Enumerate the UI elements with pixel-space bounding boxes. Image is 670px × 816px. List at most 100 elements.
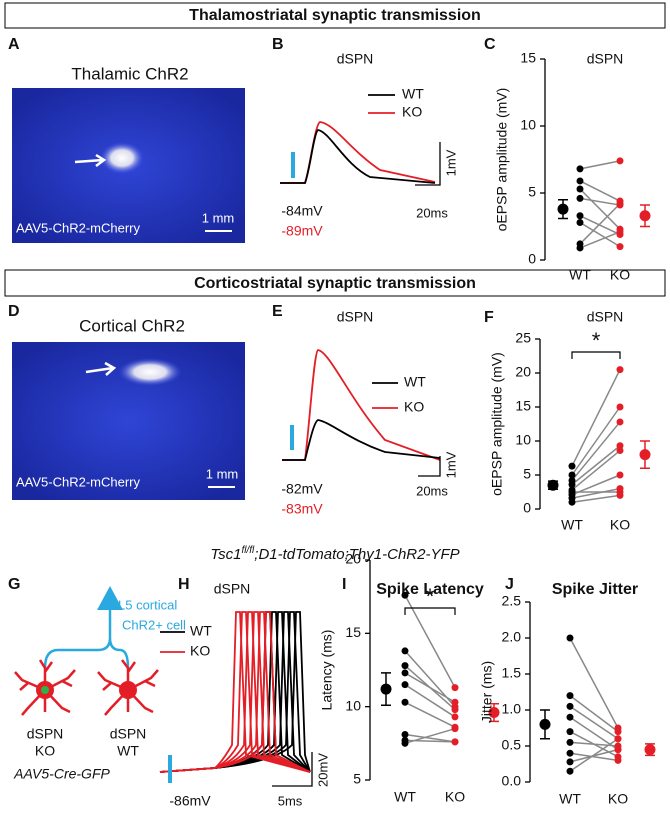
x-tick-label: KO	[608, 791, 628, 807]
mean-point	[380, 683, 392, 695]
scale-bar	[418, 456, 441, 477]
legend-label: KO	[404, 399, 424, 415]
data-point	[568, 498, 576, 506]
baseline-label: -84mV	[281, 203, 323, 219]
header-box	[4, 269, 666, 297]
significance-bracket	[571, 351, 621, 359]
scale-bar	[272, 752, 313, 787]
arrow	[74, 153, 107, 167]
section-header: Corticostriatal synaptic transmission	[194, 275, 476, 292]
pair-line	[404, 594, 456, 688]
y-axis-label: oEPSP amplitude (mV)	[489, 352, 505, 496]
scale-label: 1mV	[443, 451, 458, 478]
virus-label: AAV5-ChR2-mCherry	[16, 220, 141, 235]
y-tick-label: 20	[515, 364, 531, 380]
trace-wt	[282, 419, 441, 461]
data-point	[616, 403, 624, 411]
y-tick-label: 10	[520, 117, 536, 133]
panel-label: G	[8, 576, 20, 593]
panel-label: J	[505, 576, 514, 593]
source-label: ChR2+ cell	[122, 617, 186, 632]
data-point	[616, 488, 624, 496]
mean-point	[557, 203, 569, 215]
data-point	[566, 749, 574, 757]
data-point	[576, 212, 584, 220]
data-point	[451, 684, 459, 692]
trace-title: dSPN	[337, 51, 374, 67]
data-point	[614, 728, 622, 736]
spike-traces-ko	[159, 611, 311, 773]
data-point	[614, 735, 622, 743]
x-tick-label: WT	[394, 789, 416, 805]
mean-point	[644, 744, 656, 756]
data-point	[576, 244, 584, 252]
x-tick-label: WT	[561, 517, 583, 533]
data-point	[616, 447, 624, 455]
chart-title: dSPN	[587, 309, 624, 325]
pair-line	[571, 487, 621, 499]
data-point	[566, 634, 574, 642]
image-title: Cortical ChR2	[79, 316, 185, 335]
legend-label: WT	[404, 374, 426, 390]
data-point	[566, 728, 574, 736]
y-axis-label: Latency (ms)	[319, 630, 335, 711]
virus-label: AAV5-Cre-GFP	[13, 766, 110, 782]
panel-label: E	[272, 303, 283, 320]
panel-label: B	[272, 36, 284, 53]
data-point	[451, 706, 459, 714]
data-point	[401, 647, 409, 655]
expression-spot	[100, 142, 144, 174]
panel-label: H	[178, 576, 190, 593]
mean-point	[539, 718, 551, 730]
genotype-rest: ;D1-tdTomato;Thy1-ChR2-YFP	[254, 546, 459, 563]
data-point	[614, 746, 622, 754]
stim-bar	[168, 755, 172, 783]
gfp-nucleus	[41, 686, 49, 694]
pair-line	[569, 694, 619, 733]
data-point	[568, 471, 576, 479]
mean-point	[488, 707, 500, 719]
data-point	[401, 681, 409, 689]
y-tick-label: 5	[523, 466, 531, 482]
cell-label: dSPN	[110, 726, 147, 742]
y-tick-label: 15	[520, 50, 536, 66]
pair-line	[579, 221, 621, 248]
data-point	[566, 767, 574, 775]
pair-line	[404, 739, 456, 743]
data-point	[616, 471, 624, 479]
data-point	[568, 462, 576, 470]
y-tick-label: 2.0	[502, 629, 522, 645]
source-label: L5 cortical	[118, 597, 177, 612]
data-point	[616, 157, 624, 165]
baseline-label: -89mV	[281, 223, 323, 239]
panel-label: F	[484, 309, 494, 326]
trace-ko	[280, 121, 436, 184]
y-tick-label: 15	[515, 398, 531, 414]
scale-label: 20ms	[416, 483, 448, 498]
data-point	[616, 366, 624, 374]
mean-point	[639, 210, 651, 222]
y-tick-label: 1.5	[502, 665, 522, 681]
y-tick-label: 15	[345, 624, 361, 640]
data-point	[616, 243, 624, 251]
scale-label: 5ms	[278, 793, 303, 808]
trace-title: dSPN	[337, 309, 374, 325]
data-point	[576, 185, 584, 193]
data-point	[401, 698, 409, 706]
image-title: Thalamic ChR2	[71, 64, 188, 83]
scale-label: 20ms	[416, 205, 448, 220]
pair-line	[579, 180, 621, 202]
y-tick-label: 2.5	[502, 593, 522, 609]
pair-line	[579, 160, 621, 170]
data-point	[401, 731, 409, 739]
data-point	[576, 165, 584, 173]
significance-star: *	[592, 328, 601, 353]
y-tick-label: 25	[515, 330, 531, 346]
data-point	[401, 591, 409, 599]
pair-line	[571, 421, 621, 481]
pair-line	[569, 741, 619, 747]
trace-wt	[280, 129, 436, 184]
arrow	[85, 361, 117, 376]
panel-label: I	[342, 576, 346, 593]
y-tick-label: 0	[523, 500, 531, 516]
